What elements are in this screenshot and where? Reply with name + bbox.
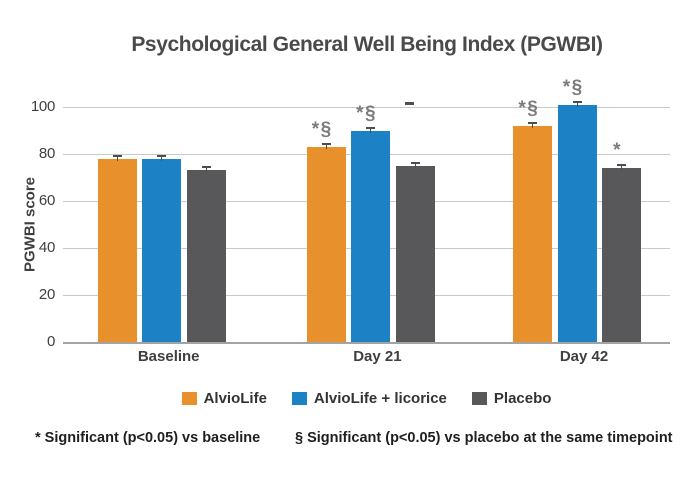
- bar-alviolife-licorice-baseline: [142, 158, 182, 342]
- y-tick-label-100: 100: [30, 98, 55, 115]
- y-tick-label-80: 80: [38, 145, 55, 162]
- stray-dash-mark: [405, 102, 414, 105]
- legend-swatch-alviolife: [181, 392, 197, 405]
- error-bar-stem: [161, 154, 163, 161]
- chart-title: Psychological General Well Being Index (…: [131, 33, 603, 56]
- error-bar-stem: [532, 121, 534, 128]
- legend: AlvioLife AlvioLife + licorice Placebo: [63, 390, 670, 407]
- error-bar-stem: [205, 166, 207, 173]
- y-tick-label-60: 60: [38, 192, 55, 209]
- x-axis-line: [63, 342, 670, 344]
- error-bar-alviolife-licorice-day-42: [572, 100, 583, 107]
- error-bar-alviolife-licorice-baseline: [156, 154, 167, 161]
- y-tick-label-0: 0: [46, 333, 55, 350]
- error-bar-stem: [370, 126, 372, 133]
- error-bar-placebo-day-42: [616, 164, 627, 171]
- error-bar-stem: [621, 164, 623, 171]
- bar-placebo-day-21: [395, 165, 435, 342]
- error-bar-stem: [325, 142, 327, 149]
- significance-annotation-placebo-day-42: *: [613, 140, 623, 162]
- error-bar-alviolife-day-21: [321, 142, 332, 149]
- error-bar-stem: [576, 100, 578, 107]
- footnote-section: § Significant (p<0.05) vs placebo at the…: [295, 430, 673, 446]
- error-bar-stem: [117, 154, 118, 161]
- bar-alviolife-day-21: [306, 146, 346, 342]
- significance-annotation-alviolife-licorice-day-21: *§: [356, 102, 378, 124]
- significance-annotation-alviolife-day-21: *§: [311, 118, 333, 140]
- significance-annotation-alviolife-licorice-day-42: *§: [562, 76, 584, 98]
- error-bar-placebo-baseline: [201, 166, 212, 173]
- error-bar-alviolife-day-42: [527, 121, 538, 128]
- legend-label-placebo: Placebo: [493, 390, 552, 407]
- bar-placebo-baseline: [186, 170, 226, 342]
- gridline-100: [63, 107, 670, 108]
- bar-alviolife-baseline: [98, 158, 137, 342]
- legend-label-alviolife-licorice: AlvioLife + licorice: [313, 390, 447, 407]
- legend-item-alviolife: AlvioLife: [181, 390, 267, 407]
- legend-swatch-placebo: [471, 392, 487, 405]
- footnote-star: * Significant (p<0.05) vs baseline: [35, 430, 261, 446]
- bar-placebo-day-42: [602, 168, 642, 342]
- y-axis-title: PGWBI score: [21, 176, 39, 273]
- legend-label-alviolife: AlvioLife: [203, 390, 267, 407]
- error-bar-alviolife-licorice-day-21: [365, 126, 376, 133]
- error-bar-alviolife-baseline: [112, 154, 123, 161]
- legend-swatch-alviolife-licorice: [291, 392, 307, 405]
- bar-alviolife-licorice-day-42: [557, 104, 597, 342]
- y-tick-label-20: 20: [38, 286, 55, 303]
- bar-alviolife-licorice-day-21: [351, 130, 391, 342]
- legend-item-alviolife-licorice: AlvioLife + licorice: [291, 390, 447, 407]
- significance-annotation-alviolife-day-42: *§: [518, 97, 540, 119]
- error-bar-placebo-day-21: [410, 161, 421, 168]
- x-tick-label-day-42: Day 42: [559, 348, 609, 365]
- bar-alviolife-day-42: [513, 125, 553, 342]
- x-tick-label-baseline: Baseline: [137, 348, 200, 365]
- x-tick-label-day-21: Day 21: [353, 348, 402, 365]
- error-bar-stem: [414, 161, 416, 168]
- y-tick-label-40: 40: [38, 239, 55, 256]
- legend-item-placebo: Placebo: [471, 390, 552, 407]
